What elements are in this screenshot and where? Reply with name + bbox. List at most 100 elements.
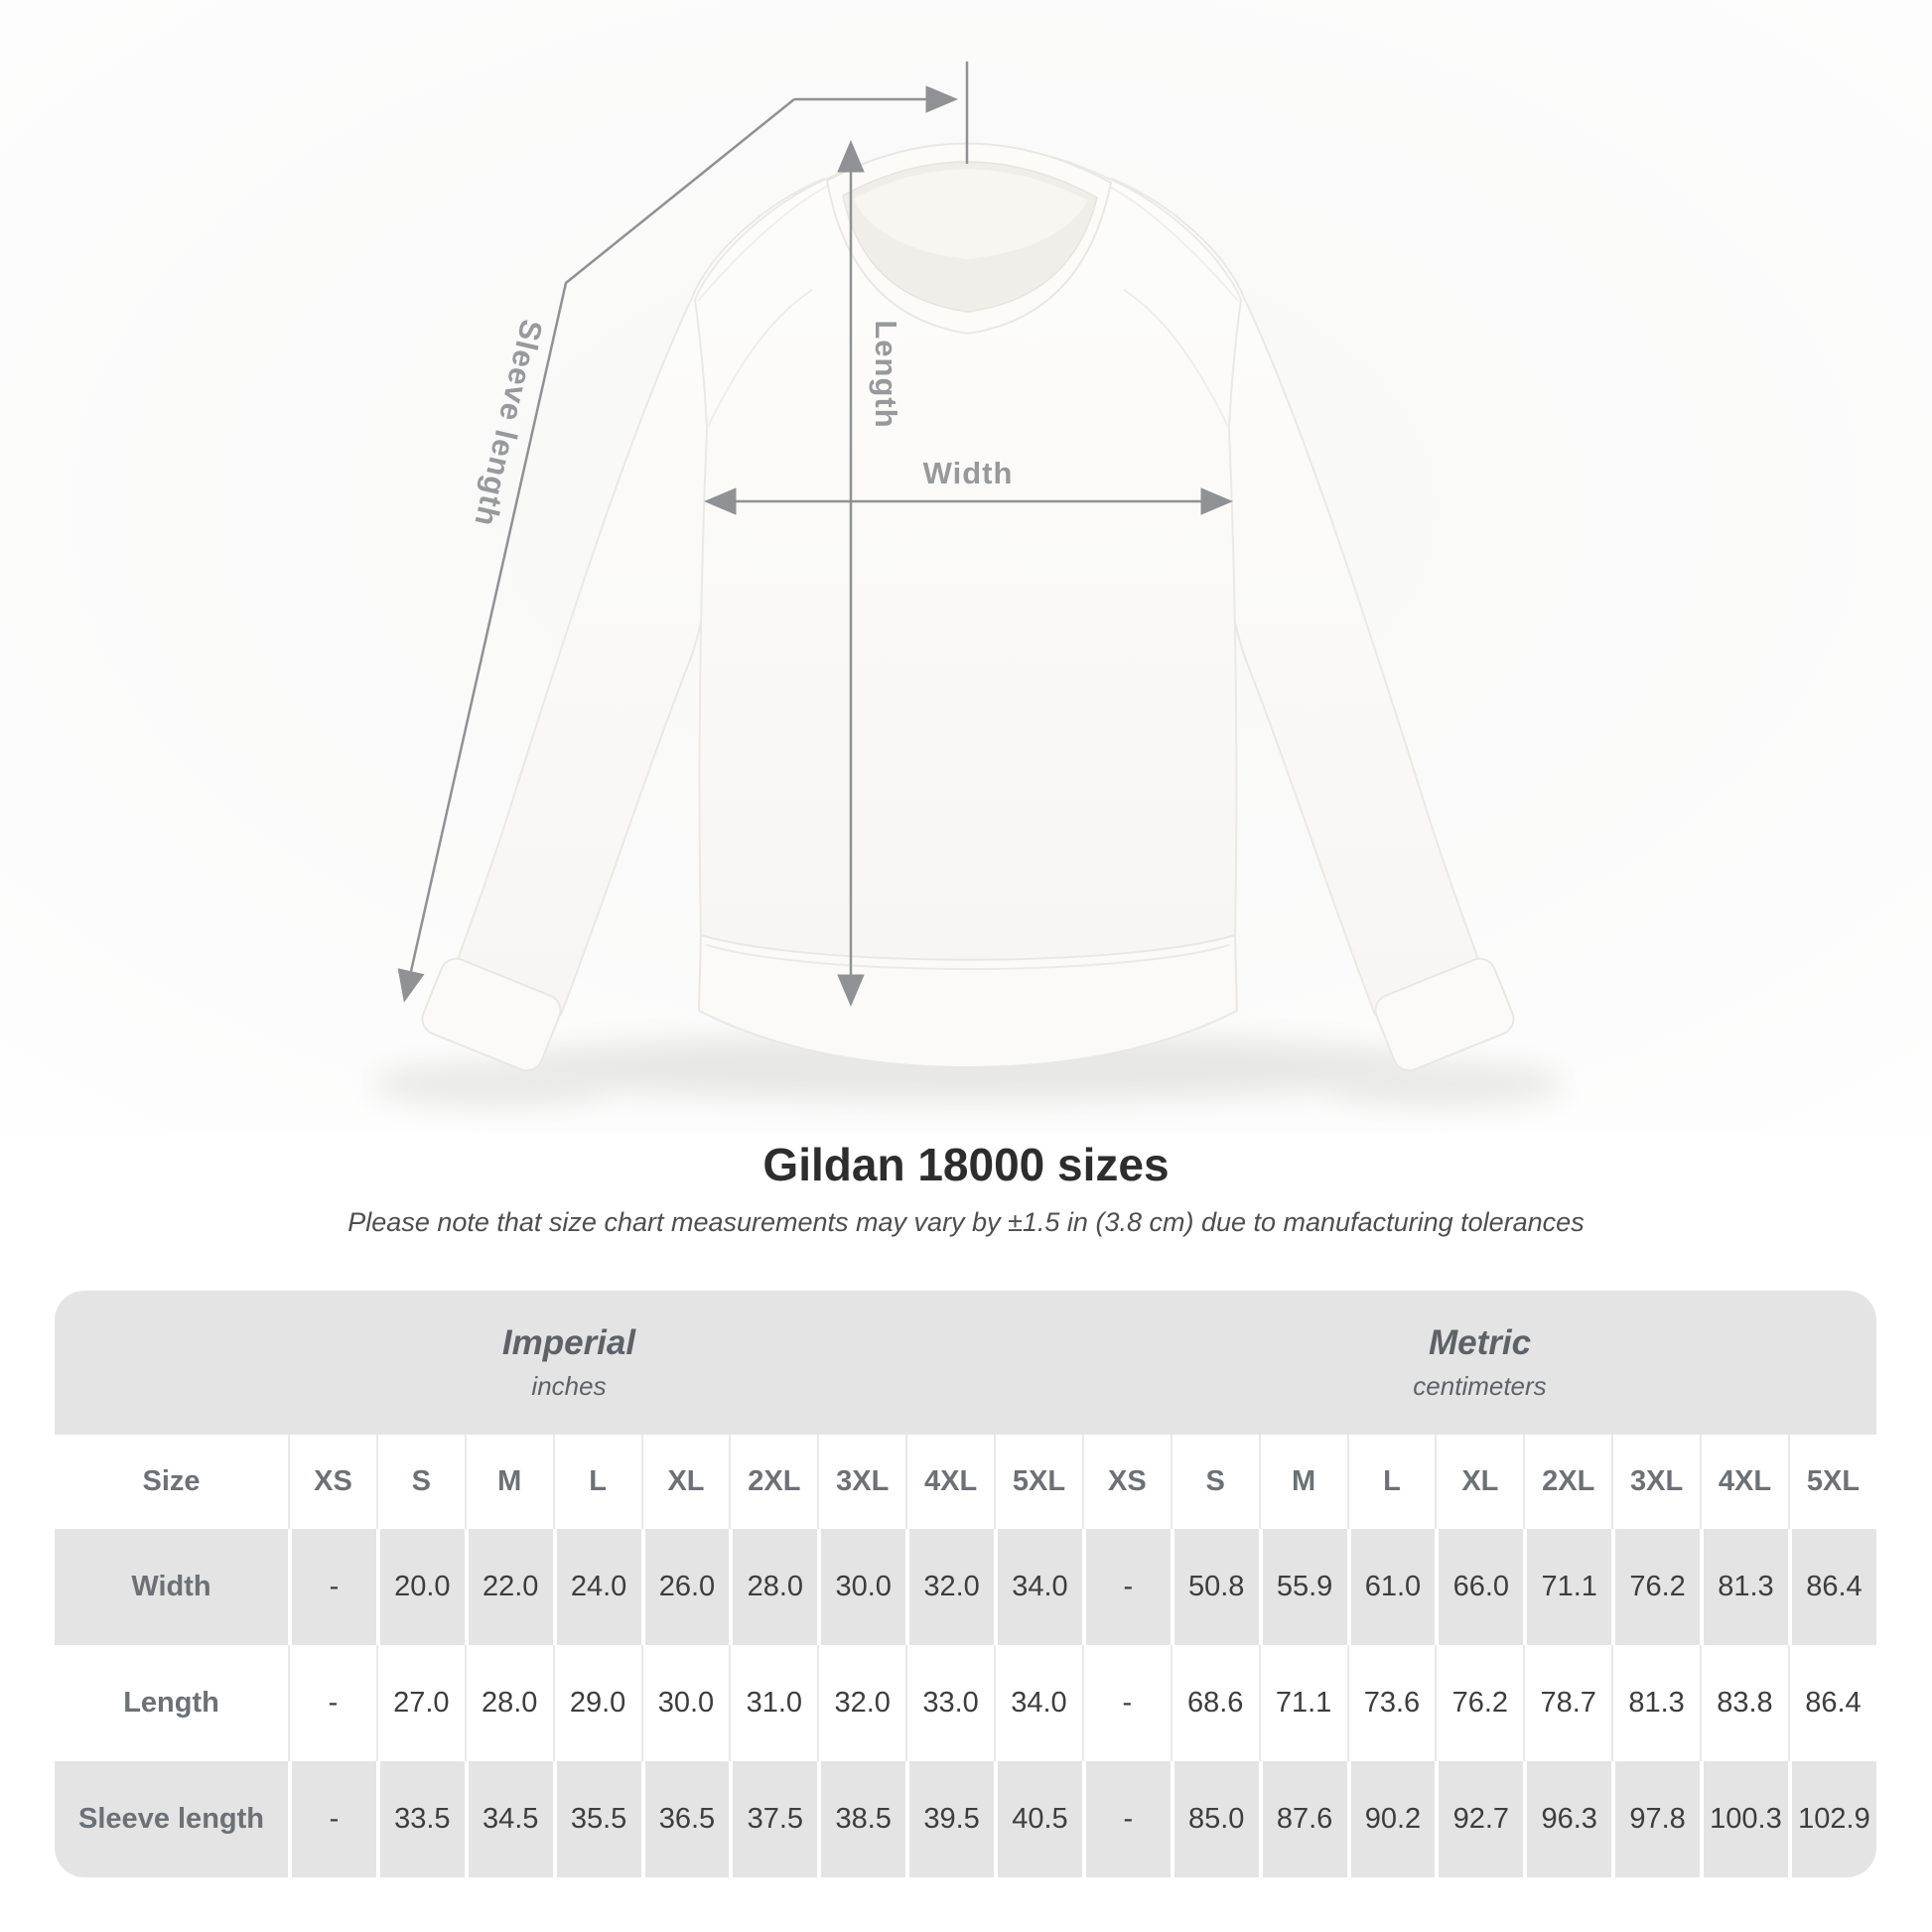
cell: 24.0: [552, 1529, 641, 1645]
row-label: Length: [55, 1645, 289, 1761]
sleeve-length-line: [397, 98, 795, 1003]
cell: 71.1: [1523, 1529, 1612, 1645]
cell: 36.5: [640, 1761, 730, 1877]
imperial-group-header: Imperial inches: [55, 1291, 1083, 1435]
size-header: S: [1170, 1435, 1259, 1529]
right-shoulder-seam: [1105, 184, 1239, 302]
cell: 83.8: [1700, 1645, 1788, 1761]
imperial-unit-label: inches: [531, 1371, 607, 1401]
cell: 39.5: [905, 1761, 995, 1877]
cell: 38.5: [817, 1761, 906, 1877]
cell: 33.0: [905, 1645, 995, 1761]
cell: 34.5: [464, 1761, 553, 1877]
cell: 92.7: [1435, 1761, 1524, 1877]
cell: 76.2: [1611, 1529, 1701, 1645]
cell: 33.5: [375, 1761, 465, 1877]
cell: 28.0: [729, 1529, 818, 1645]
size-header: S: [375, 1435, 465, 1529]
row-label: Sleeve length: [55, 1761, 289, 1877]
cell: 22.0: [464, 1529, 553, 1645]
size-header: XL: [1435, 1435, 1524, 1529]
unit-header-band: Imperial inches Metric centimeters: [55, 1291, 1876, 1435]
size-header: 2XL: [729, 1435, 818, 1529]
imperial-label: Imperial: [501, 1323, 636, 1362]
size-header: XL: [640, 1435, 730, 1529]
cell: 55.9: [1258, 1529, 1347, 1645]
sweatshirt-measurement-diagram: Length Width Sleeve length: [0, 0, 1932, 1132]
cell: 40.5: [994, 1761, 1082, 1877]
cell: 90.2: [1346, 1761, 1436, 1877]
cell: 30.0: [640, 1645, 730, 1761]
row-label: Width: [55, 1529, 289, 1645]
cell: 73.6: [1346, 1645, 1436, 1761]
left-armhole-seam: [706, 289, 813, 430]
cell: 81.3: [1611, 1645, 1701, 1761]
size-header-row: Size XS S M L XL 2XL 3XL 4XL 5XL XS S M …: [55, 1435, 1876, 1529]
size-header: 3XL: [1611, 1435, 1701, 1529]
size-header: 4XL: [1700, 1435, 1788, 1529]
cell: 32.0: [905, 1529, 995, 1645]
cell: -: [1081, 1529, 1171, 1645]
cell: 34.0: [994, 1529, 1082, 1645]
size-header: 5XL: [994, 1435, 1082, 1529]
cell: 61.0: [1346, 1529, 1436, 1645]
cell: -: [288, 1529, 376, 1645]
right-cuff: [1374, 957, 1515, 1072]
cell: 30.0: [817, 1529, 906, 1645]
cell: 29.0: [552, 1645, 641, 1761]
cell: 50.8: [1170, 1529, 1259, 1645]
length-row: Length - 27.0 28.0 29.0 30.0 31.0 32.0 3…: [55, 1645, 1876, 1761]
cell: 85.0: [1170, 1761, 1259, 1877]
cell: 28.0: [464, 1645, 553, 1761]
metric-unit-label: centimeters: [1413, 1371, 1547, 1401]
width-label: Width: [923, 456, 1014, 490]
cell: 71.1: [1258, 1645, 1347, 1761]
size-table-grid: Size XS S M L XL 2XL 3XL 4XL 5XL XS S M …: [55, 1435, 1876, 1877]
size-table: Imperial inches Metric centimeters Size …: [55, 1291, 1876, 1877]
width-row: Width - 20.0 22.0 24.0 26.0 28.0 30.0 32…: [55, 1529, 1876, 1645]
size-header: M: [464, 1435, 553, 1529]
cell: 86.4: [1787, 1645, 1876, 1761]
cell: 97.8: [1611, 1761, 1701, 1877]
size-header: M: [1258, 1435, 1347, 1529]
cell: 96.3: [1523, 1761, 1612, 1877]
cell: 87.6: [1258, 1761, 1347, 1877]
cell: 78.7: [1523, 1645, 1612, 1761]
dimension-lines: [397, 62, 1233, 1007]
cell: -: [1081, 1761, 1171, 1877]
cell: 81.3: [1700, 1529, 1788, 1645]
cell: -: [1081, 1645, 1171, 1761]
heading-block: Gildan 18000 sizes Please note that size…: [0, 1138, 1932, 1238]
metric-label: Metric: [1428, 1323, 1532, 1362]
cell: 102.9: [1787, 1761, 1876, 1877]
page-title: Gildan 18000 sizes: [762, 1139, 1170, 1190]
cell: 86.4: [1787, 1529, 1876, 1645]
size-header: L: [1346, 1435, 1436, 1529]
left-shoulder-seam: [697, 184, 831, 302]
cell: 68.6: [1170, 1645, 1259, 1761]
size-header: XS: [1081, 1435, 1171, 1529]
tolerance-note: Please note that size chart measurements…: [347, 1207, 1585, 1237]
cell: 27.0: [375, 1645, 465, 1761]
hem-band: [698, 934, 1238, 1068]
size-header: 3XL: [817, 1435, 906, 1529]
size-column-header: Size: [55, 1435, 289, 1529]
hem-seam: [706, 944, 1230, 970]
right-armhole-seam: [1123, 289, 1230, 430]
cell: 76.2: [1435, 1645, 1524, 1761]
cell: 26.0: [640, 1529, 730, 1645]
cell: -: [288, 1645, 376, 1761]
cell: 20.0: [375, 1529, 465, 1645]
length-label: Length: [869, 320, 903, 428]
cell: 35.5: [552, 1761, 641, 1877]
sweatshirt-illustration: [421, 142, 1515, 1072]
cell: 37.5: [729, 1761, 818, 1877]
cell: 31.0: [729, 1645, 818, 1761]
cell: -: [288, 1761, 376, 1877]
back-neck-panel: [854, 169, 1088, 259]
sleeve-length-row: Sleeve length - 33.5 34.5 35.5 36.5 37.5…: [55, 1761, 1876, 1877]
left-cuff: [421, 957, 562, 1072]
size-header: 5XL: [1787, 1435, 1876, 1529]
size-header: L: [552, 1435, 641, 1529]
